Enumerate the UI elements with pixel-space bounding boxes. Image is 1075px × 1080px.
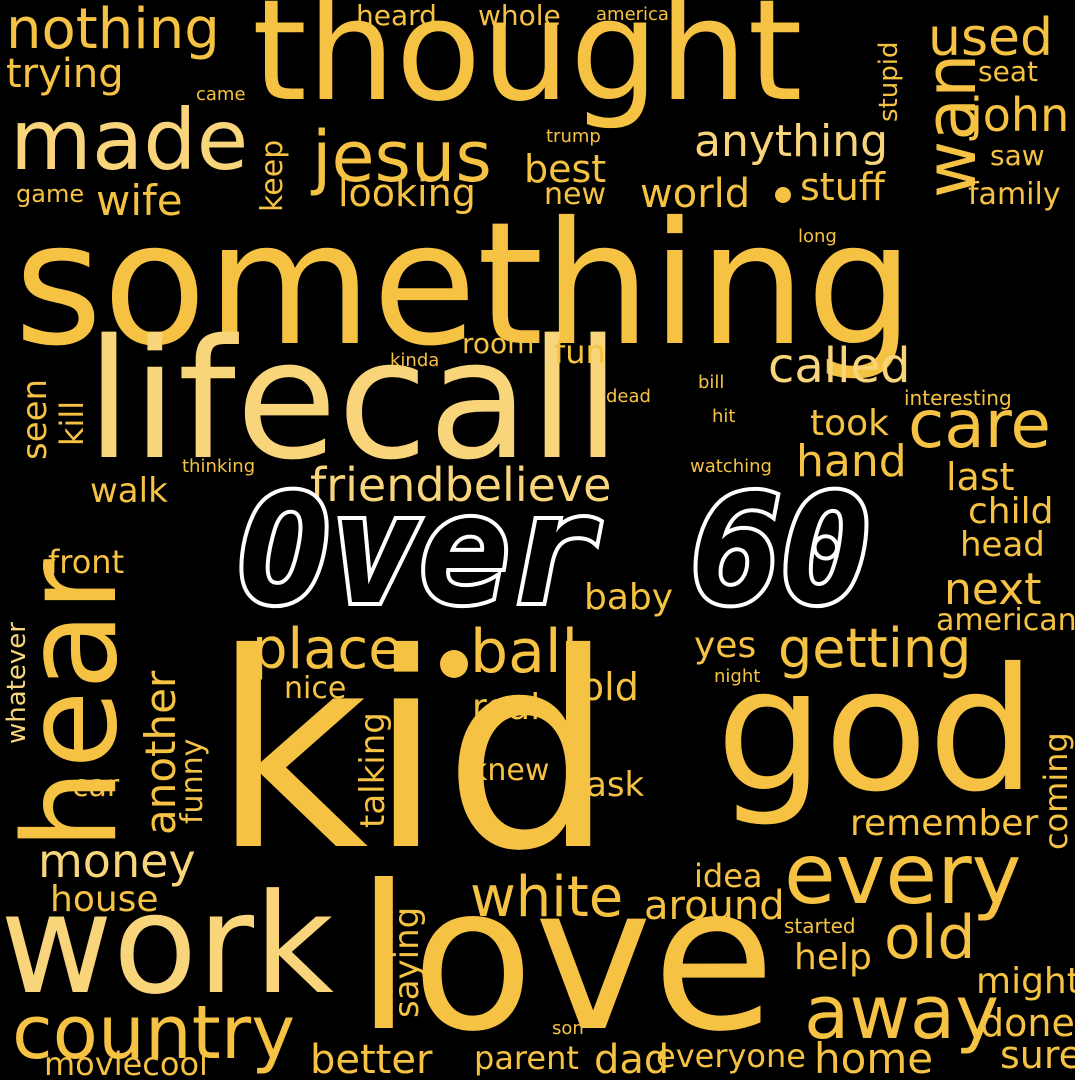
word-new: new <box>544 177 607 212</box>
word-america: america <box>596 4 669 25</box>
word-lifecall: lifecall <box>86 304 621 496</box>
word-family: family <box>968 177 1061 212</box>
word-anything: anything <box>694 116 889 167</box>
word-jesus: jesus <box>312 116 492 198</box>
word-everyone: everyone <box>656 1037 806 1075</box>
word-country: country <box>12 990 295 1076</box>
word-might: might <box>976 961 1075 1002</box>
word-love: love <box>356 843 776 1076</box>
word-last: last <box>946 455 1015 499</box>
word-thinking: thinking <box>182 456 256 477</box>
word-dead: dead <box>606 386 651 407</box>
word-watching: watching <box>690 456 772 477</box>
word-front: front <box>48 543 125 581</box>
word-whole: whole <box>478 0 561 32</box>
word-home: home <box>814 1034 934 1080</box>
word-thought: thought <box>252 0 803 133</box>
word-getting: getting <box>778 617 972 680</box>
word-around: around <box>644 883 785 929</box>
word-american: american <box>936 603 1075 638</box>
word-saw: saw <box>990 139 1045 172</box>
word-trump: trump <box>546 126 601 147</box>
word-talking: talking <box>353 712 393 828</box>
word-moviecool: moviecool <box>44 1045 208 1080</box>
word-every: every <box>784 825 1022 923</box>
word-game: game <box>16 180 85 208</box>
word-white: white <box>470 865 624 930</box>
word-wife: wife <box>96 176 183 225</box>
word-whatever: whatever <box>2 622 32 744</box>
word-stupid: stupid <box>874 41 904 122</box>
word-nice: nice <box>284 671 347 706</box>
word-world: world <box>640 171 751 217</box>
word-head: head <box>960 525 1045 565</box>
word-knew: knew <box>470 753 550 788</box>
word-done: done <box>980 1001 1075 1045</box>
word-hit: hit <box>712 406 736 427</box>
word-saying: saying <box>387 906 427 1018</box>
word-funny: funny <box>175 738 210 824</box>
word-car: car <box>72 769 120 804</box>
word-sure: sure <box>1000 1033 1075 1077</box>
word-kid: kid <box>212 595 615 910</box>
word-son: son <box>552 1018 584 1039</box>
word-started: started <box>784 914 856 938</box>
word-bill: bill <box>698 372 725 393</box>
dot-marker <box>775 187 791 203</box>
word-looking: looking <box>338 171 476 215</box>
word-help: help <box>794 937 872 978</box>
word-baby: baby <box>584 577 674 618</box>
dot-marker <box>440 650 468 678</box>
word-hand: hand <box>796 436 907 487</box>
word-ball: ball <box>470 617 579 687</box>
word-told: told <box>566 665 639 709</box>
word-ask: ask <box>586 765 645 805</box>
word-better: better <box>310 1037 433 1080</box>
word-place: place <box>252 617 403 682</box>
word-child: child <box>968 491 1054 532</box>
word-remember: remember <box>850 803 1039 844</box>
word-john: john <box>970 88 1070 142</box>
word-care: care <box>908 386 1052 463</box>
word-away: away <box>804 970 1000 1056</box>
word-walk: walk <box>90 471 168 511</box>
word-idea: idea <box>694 857 763 895</box>
word-parent: parent <box>474 1039 579 1077</box>
word-came: came <box>196 84 246 105</box>
word-seat: seat <box>978 55 1038 88</box>
word-friendbelieve: friendbelieve <box>310 458 612 512</box>
word-took: took <box>810 403 890 444</box>
word-keep: keep <box>255 139 290 212</box>
title-text: Over 60 <box>239 480 871 638</box>
word-next: next <box>944 564 1042 615</box>
word-interesting: interesting <box>904 386 1012 410</box>
word-house: house <box>50 879 159 920</box>
word-nothing: nothing <box>6 0 220 62</box>
title-over-60: Over 60 <box>235 480 875 640</box>
word-kinda: kinda <box>390 350 440 371</box>
word-fun: fun <box>554 333 606 371</box>
word-trying: trying <box>6 51 124 97</box>
word-made: made <box>10 91 249 189</box>
word-money: money <box>38 834 196 888</box>
word-something: something <box>14 186 915 384</box>
word-old: old <box>884 903 976 973</box>
word-night: night <box>714 666 761 687</box>
word-god: god <box>716 632 1036 830</box>
word-seen: seen <box>15 378 55 460</box>
word-long: long <box>798 226 837 247</box>
word-stuff: stuff <box>800 165 885 209</box>
word-work: work <box>0 864 334 1025</box>
word-dad: dad <box>594 1037 670 1080</box>
word-called: called <box>768 338 911 394</box>
word-room: room <box>462 327 535 360</box>
word-best: best <box>524 147 607 191</box>
word-yes: yes <box>694 625 757 666</box>
word-kill: kill <box>53 400 91 446</box>
word-real: real <box>472 687 541 728</box>
word-heard: heard <box>356 0 437 32</box>
word-coming: coming <box>1037 732 1075 850</box>
word-used: used <box>928 8 1054 68</box>
